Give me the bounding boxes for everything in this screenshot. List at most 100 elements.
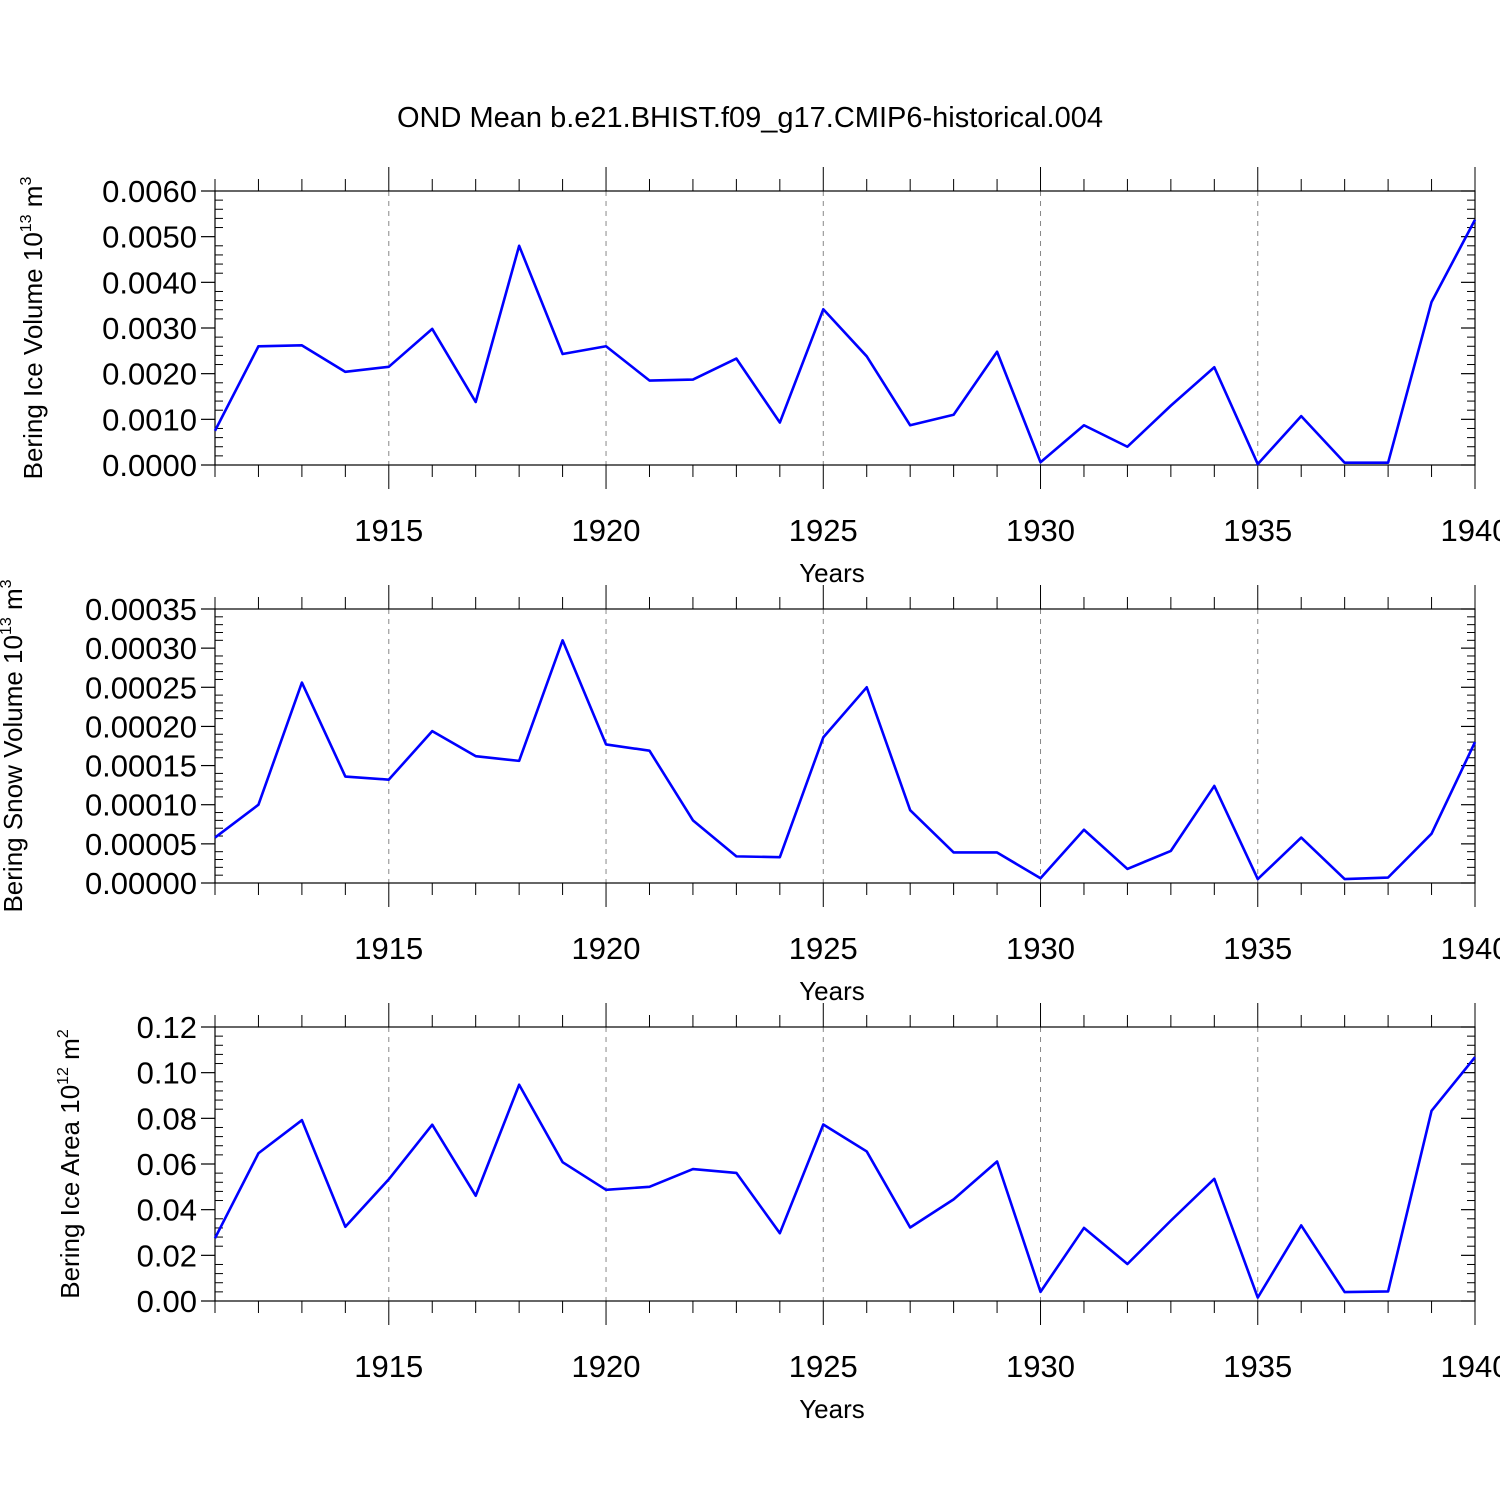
y-tick-label: 0.04 [137, 1193, 197, 1228]
data-point [430, 327, 434, 331]
data-point [561, 352, 565, 356]
y-tick-label: 0.0050 [102, 220, 197, 255]
x-tick-label: 1920 [572, 1349, 641, 1384]
data-point [995, 350, 999, 354]
data-point [1473, 740, 1477, 744]
x-tick-label: 1925 [789, 513, 858, 548]
data-point [1212, 784, 1216, 788]
data-point [1299, 1223, 1303, 1227]
data-point [1473, 1055, 1477, 1059]
data-point [474, 1194, 478, 1198]
data-point [865, 354, 869, 358]
x-tick-label: 1935 [1223, 1349, 1292, 1384]
x-tick-label: 1940 [1441, 1349, 1500, 1384]
y-axis-label: Bering Ice Area 1012 m2 [55, 1029, 85, 1299]
x-tick-label: 1930 [1006, 513, 1075, 548]
data-point [865, 685, 869, 689]
data-point [1256, 877, 1260, 881]
data-point [691, 1167, 695, 1171]
data-point [1473, 218, 1477, 222]
data-point [517, 1083, 521, 1087]
data-point [691, 378, 695, 382]
y-tick-label: 0.00020 [85, 709, 197, 744]
data-point [1125, 867, 1129, 871]
data-point [1386, 461, 1390, 465]
y-tick-label: 0.10 [137, 1056, 197, 1091]
data-point [778, 855, 782, 859]
data-point [1386, 1289, 1390, 1293]
data-point [1386, 876, 1390, 880]
data-point [474, 400, 478, 404]
y-tick-label: 0.06 [137, 1147, 197, 1182]
y-tick-label: 0.02 [137, 1238, 197, 1273]
y-tick-label: 0.12 [137, 1010, 197, 1045]
x-tick-label: 1925 [789, 1349, 858, 1384]
data-point [1125, 1262, 1129, 1266]
y-tick-label: 0.0060 [102, 174, 197, 209]
data-point [1430, 832, 1434, 836]
plot-frame [214, 1026, 1476, 1302]
y-tick-label: 0.0020 [102, 357, 197, 392]
x-axis-label: Years [799, 558, 865, 588]
data-point [300, 681, 304, 685]
y-axis-label: Bering Snow Volume 1013 m3 [0, 579, 28, 912]
chart-panels: 0.0000 0.0010 0.0020 0.0030 0.0040 0.0050 0.00… [0, 167, 1500, 1424]
data-point [561, 638, 565, 642]
data-point [778, 421, 782, 425]
x-tick-label: 1940 [1441, 513, 1500, 548]
data-point [821, 735, 825, 739]
x-tick-label: 1915 [354, 513, 423, 548]
data-point [1039, 876, 1043, 880]
x-tick-label: 1940 [1441, 931, 1500, 966]
x-tick-label: 1915 [354, 1349, 423, 1384]
data-point [647, 379, 651, 383]
data-point [1256, 462, 1260, 466]
data-point [691, 818, 695, 822]
data-point [1125, 445, 1129, 449]
y-tick-label: 0.00005 [85, 827, 197, 862]
data-point [734, 1171, 738, 1175]
data-point [343, 1225, 347, 1229]
data-point [517, 244, 521, 248]
data-point [256, 1151, 260, 1155]
data-point [1430, 300, 1434, 304]
y-tick-label: 0.0000 [102, 448, 197, 483]
data-point [1082, 1226, 1086, 1230]
data-point [952, 413, 956, 417]
data-point [1169, 404, 1173, 408]
series-line [213, 219, 1477, 466]
data-point [387, 1177, 391, 1181]
data-point [734, 854, 738, 858]
data-point [213, 429, 217, 433]
y-tick-label: 0.00010 [85, 788, 197, 823]
y-tick-label: 0.0030 [102, 311, 197, 346]
x-axis-label: Years [799, 1394, 865, 1424]
data-point [300, 1118, 304, 1122]
y-tick-label: 0.00 [137, 1284, 197, 1319]
data-point [604, 344, 608, 348]
data-point [213, 1236, 217, 1240]
data-point [995, 850, 999, 854]
data-point [1082, 828, 1086, 832]
x-tick-label: 1935 [1223, 513, 1292, 548]
y-tick-label: 0.00030 [85, 631, 197, 666]
x-tick-label: 1930 [1006, 931, 1075, 966]
y-axis-label: Bering Ice Volume 1013 m3 [18, 177, 48, 480]
data-point [821, 1122, 825, 1126]
data-point [908, 808, 912, 812]
x-tick-label: 1915 [354, 931, 423, 966]
data-point [1343, 1290, 1347, 1294]
data-point [1212, 1177, 1216, 1181]
data-point [865, 1149, 869, 1153]
data-point [1430, 1109, 1434, 1113]
data-point [517, 759, 521, 763]
data-point [604, 1188, 608, 1192]
data-point [343, 775, 347, 779]
chart-panel-3: 0.00 0.02 0.04 0.06 0.08 0.10 0.12 1915 1920 1925… [55, 1003, 1500, 1424]
data-point [908, 1225, 912, 1229]
data-point [1343, 877, 1347, 881]
data-point [474, 754, 478, 758]
data-point [1343, 461, 1347, 465]
